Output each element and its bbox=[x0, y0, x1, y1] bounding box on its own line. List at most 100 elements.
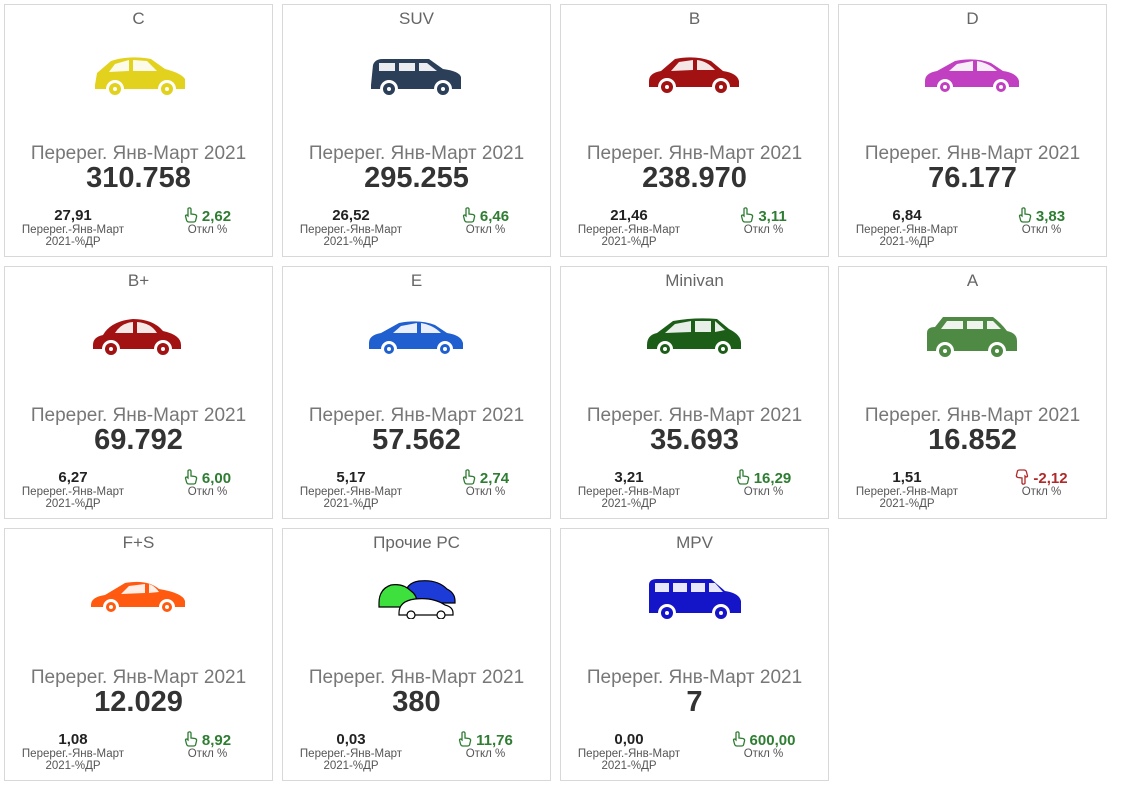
share-value: 0,03 bbox=[336, 731, 366, 748]
deviation-label: Откл % bbox=[743, 748, 784, 760]
card-category: B+ bbox=[127, 271, 150, 290]
share-label: Перерег.-Янв-Март 2021-%ДР bbox=[855, 486, 959, 510]
card-subtitle: Перерег. Янв-Март 2021 bbox=[864, 405, 1081, 426]
deviation-value: 16,29 bbox=[697, 469, 830, 487]
minivan-icon bbox=[645, 313, 745, 366]
card-value: 12.029 bbox=[94, 686, 183, 718]
card-value: 295.255 bbox=[364, 162, 469, 194]
deviation-label: Откл % bbox=[1021, 486, 1062, 498]
card-subtitle: Перерег. Янв-Март 2021 bbox=[308, 143, 525, 164]
kpi-card-прочие-рс[interactable]: Прочие РС Перерег. Янв-Март 2021 380 0,0… bbox=[282, 528, 551, 781]
card-value: 35.693 bbox=[650, 424, 739, 456]
deviation-label: Откл % bbox=[1021, 224, 1062, 236]
card-category: MPV bbox=[676, 533, 713, 552]
deviation-value: 11,76 bbox=[419, 731, 552, 749]
share-value: 6,27 bbox=[58, 469, 88, 486]
card-category: D bbox=[966, 9, 979, 28]
deviation-value: 2,74 bbox=[419, 469, 552, 487]
share-label: Перерег.-Янв-Март 2021-%ДР bbox=[21, 748, 125, 772]
car-group-icon bbox=[377, 575, 457, 624]
card-category: SUV bbox=[399, 9, 434, 28]
deviation-label: Откл % bbox=[465, 748, 506, 760]
thumb-up-icon bbox=[184, 207, 202, 225]
thumb-up-icon bbox=[184, 469, 202, 487]
share-value: 1,08 bbox=[58, 731, 88, 748]
thumb-up-icon bbox=[458, 731, 476, 749]
share-value: 27,91 bbox=[54, 207, 92, 224]
card-value: 16.852 bbox=[928, 424, 1017, 456]
thumb-up-icon bbox=[462, 207, 480, 225]
card-category: F+S bbox=[122, 533, 155, 552]
card-subtitle: Перерег. Янв-Март 2021 bbox=[586, 405, 803, 426]
kpi-card-b[interactable]: B Перерег. Янв-Март 2021 238.970 21,46 П… bbox=[560, 4, 829, 257]
thumb-up-icon bbox=[184, 731, 202, 749]
card-subtitle: Перерег. Янв-Март 2021 bbox=[864, 143, 1081, 164]
card-subtitle: Перерег. Янв-Март 2021 bbox=[308, 405, 525, 426]
share-label: Перерег.-Янв-Март 2021-%ДР bbox=[577, 224, 681, 248]
share-value: 0,00 bbox=[614, 731, 644, 748]
deviation-label: Откл % bbox=[743, 486, 784, 498]
share-label: Перерег.-Янв-Март 2021-%ДР bbox=[299, 224, 403, 248]
card-subtitle: Перерег. Янв-Март 2021 bbox=[586, 667, 803, 688]
share-label: Перерег.-Янв-Март 2021-%ДР bbox=[21, 224, 125, 248]
kpi-card-c[interactable]: C Перерег. Янв-Март 2021 310.758 27,91 П… bbox=[4, 4, 273, 257]
deviation-value: 3,11 bbox=[697, 207, 830, 225]
card-subtitle: Перерег. Янв-Март 2021 bbox=[586, 143, 803, 164]
deviation-value: 2,62 bbox=[141, 207, 274, 225]
thumb-up-icon bbox=[740, 207, 758, 225]
card-subtitle: Перерег. Янв-Март 2021 bbox=[308, 667, 525, 688]
share-label: Перерег.-Янв-Март 2021-%ДР bbox=[299, 748, 403, 772]
share-label: Перерег.-Янв-Март 2021-%ДР bbox=[577, 748, 681, 772]
deviation-value: 600,00 bbox=[697, 731, 830, 749]
kpi-card-suv[interactable]: SUV Перерег. Янв-Март 2021 295.255 26,52… bbox=[282, 4, 551, 257]
card-value: 57.562 bbox=[372, 424, 461, 456]
card-value: 69.792 bbox=[94, 424, 183, 456]
thumb-down-icon bbox=[1015, 469, 1033, 487]
kpi-card-a[interactable]: A Перерег. Янв-Март 2021 16.852 1,51 Пер… bbox=[838, 266, 1107, 519]
deviation-value: -2,12 bbox=[975, 469, 1108, 487]
kpi-card-f-s[interactable]: F+S Перерег. Янв-Март 2021 12.029 1,08 П… bbox=[4, 528, 273, 781]
thumb-up-icon bbox=[736, 469, 754, 487]
kpi-card-mpv[interactable]: MPV Перерег. Янв-Март 2021 7 0,00 Перере… bbox=[560, 528, 829, 781]
thumb-up-icon bbox=[732, 731, 750, 749]
sedan-icon bbox=[367, 313, 467, 366]
sedan-icon bbox=[923, 51, 1023, 104]
kpi-card-minivan[interactable]: Minivan Перерег. Янв-Март 2021 35.693 3,… bbox=[560, 266, 829, 519]
kpi-card-grid: C Перерег. Янв-Март 2021 310.758 27,91 П… bbox=[4, 4, 1114, 789]
deviation-value: 6,00 bbox=[141, 469, 274, 487]
sports-car-icon bbox=[89, 575, 189, 628]
share-value: 5,17 bbox=[336, 469, 366, 486]
card-category: A bbox=[966, 271, 979, 290]
card-category: C bbox=[132, 9, 145, 28]
share-label: Перерег.-Янв-Март 2021-%ДР bbox=[299, 486, 403, 510]
deviation-label: Откл % bbox=[187, 486, 228, 498]
thumb-up-icon bbox=[462, 469, 480, 487]
suv-icon bbox=[367, 51, 467, 104]
beetle-car-icon bbox=[89, 313, 189, 366]
share-value: 1,51 bbox=[892, 469, 922, 486]
card-category: Minivan bbox=[665, 271, 724, 290]
share-value: 26,52 bbox=[332, 207, 370, 224]
share-value: 3,21 bbox=[614, 469, 644, 486]
card-subtitle: Перерег. Янв-Март 2021 bbox=[30, 667, 247, 688]
kpi-card-d[interactable]: D Перерег. Янв-Март 2021 76.177 6,84 Пер… bbox=[838, 4, 1107, 257]
kpi-card-e[interactable]: E Перерег. Янв-Март 2021 57.562 5,17 Пер… bbox=[282, 266, 551, 519]
deviation-value: 3,83 bbox=[975, 207, 1108, 225]
card-value: 310.758 bbox=[86, 162, 191, 194]
city-car-icon bbox=[923, 313, 1023, 366]
share-label: Перерег.-Янв-Март 2021-%ДР bbox=[577, 486, 681, 510]
deviation-value: 6,46 bbox=[419, 207, 552, 225]
kpi-card-b-[interactable]: B+ Перерег. Янв-Март 2021 69.792 6,27 Пе… bbox=[4, 266, 273, 519]
card-value: 238.970 bbox=[642, 162, 747, 194]
card-value: 380 bbox=[392, 686, 441, 718]
card-subtitle: Перерег. Янв-Март 2021 bbox=[30, 405, 247, 426]
van-icon bbox=[645, 575, 745, 628]
card-category: E bbox=[410, 271, 423, 290]
deviation-value: 8,92 bbox=[141, 731, 274, 749]
thumb-up-icon bbox=[1018, 207, 1036, 225]
share-value: 21,46 bbox=[610, 207, 648, 224]
card-value: 7 bbox=[686, 686, 703, 718]
card-value: 76.177 bbox=[928, 162, 1017, 194]
deviation-label: Откл % bbox=[465, 486, 506, 498]
deviation-label: Откл % bbox=[187, 748, 228, 760]
